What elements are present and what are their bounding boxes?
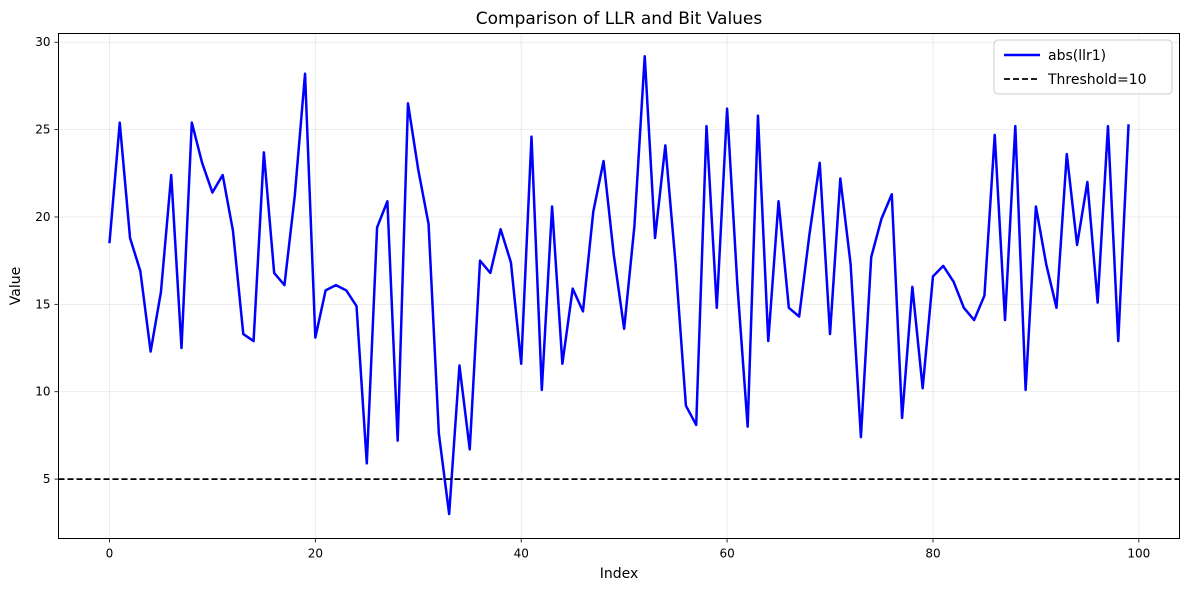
x-axis-label: Index — [600, 566, 639, 582]
legend-box — [993, 39, 1173, 95]
x-tick-label: 40 — [514, 547, 529, 561]
chart-title: Comparison of LLR and Bit Values — [476, 9, 763, 29]
x-tick-label: 20 — [308, 547, 323, 561]
x-tick-label: 60 — [719, 547, 734, 561]
axis-ticks: 0 20 40 60 80 100 5 10 15 20 25 30 — [35, 35, 1150, 560]
legend-label-abs-llr1: abs(llr1) — [1048, 48, 1106, 64]
y-axis-label: Value — [8, 267, 24, 305]
legend: abs(llr1) Threshold=10 — [993, 39, 1173, 95]
x-tick-label: 80 — [925, 547, 940, 561]
plot-area-frame — [58, 33, 1180, 539]
x-tick-label: 0 — [106, 547, 114, 561]
series-layer — [58, 54, 1180, 516]
y-tick-label: 10 — [35, 385, 50, 399]
y-tick-label: 25 — [35, 123, 50, 137]
y-tick-label: 5 — [43, 472, 51, 486]
y-tick-label: 20 — [35, 210, 50, 224]
x-tick-label: 100 — [1127, 547, 1150, 561]
y-tick-label: 15 — [35, 297, 50, 311]
legend-label-threshold: Threshold=10 — [1047, 72, 1147, 88]
y-tick-label: 30 — [35, 35, 50, 49]
series-line-abs-llr1 — [108, 54, 1130, 516]
